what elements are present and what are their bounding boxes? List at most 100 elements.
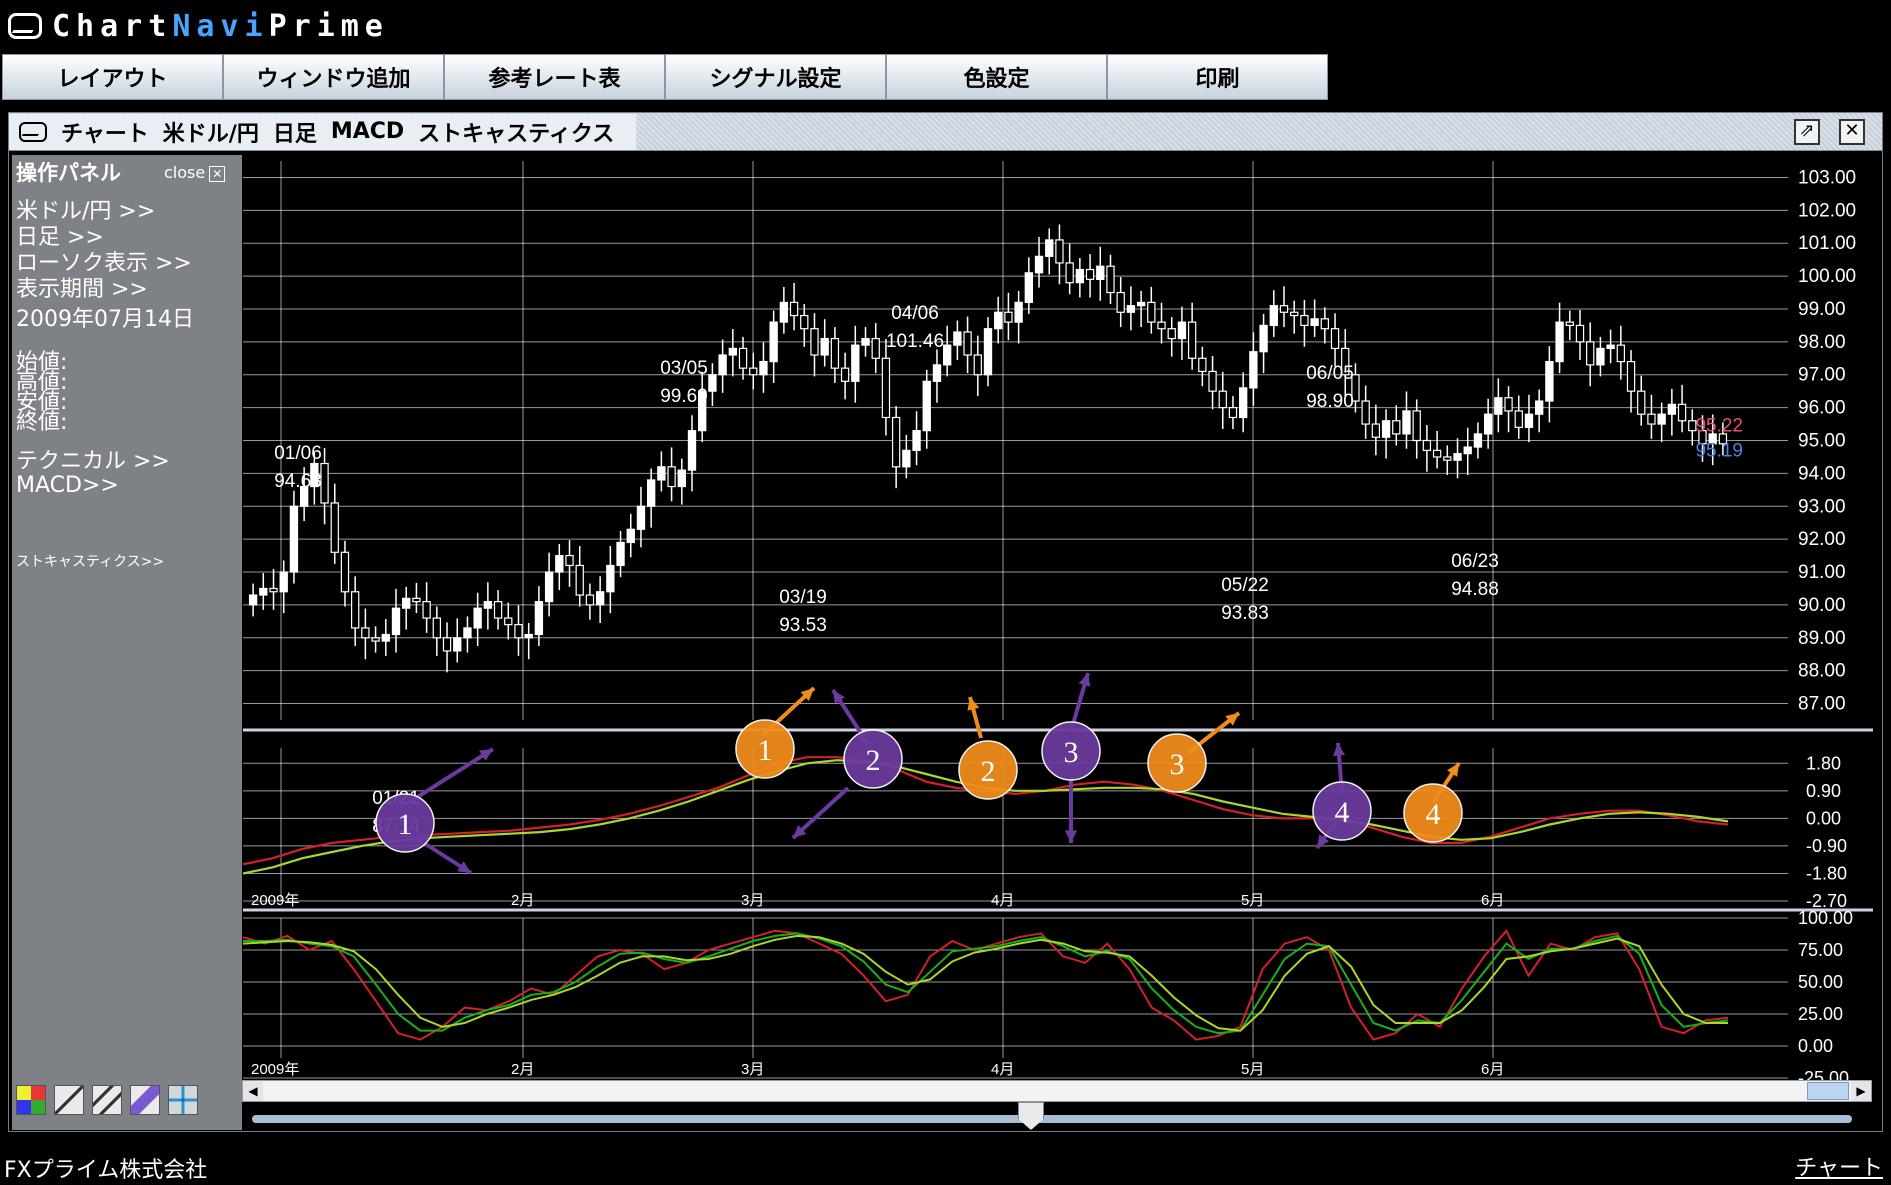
bullish-candle [534,601,544,636]
bullish-candle [1259,324,1268,353]
color-settings-button[interactable]: 色設定 [886,54,1107,100]
print-button[interactable]: 印刷 [1107,54,1328,100]
bearish-candle [585,594,595,606]
scroll-right-icon[interactable]: ▶ [1851,1081,1871,1101]
bearish-candle [1412,410,1421,442]
bearish-candle [810,328,819,356]
line-tool-icon[interactable] [54,1085,84,1115]
bullish-candle [922,380,931,432]
bearish-candle [1187,321,1197,359]
stoch-x-tick-label: 6月 [1481,1061,1504,1078]
bearish-candle [667,466,676,488]
stochastics-selector[interactable]: ストキャスティクス>> [16,554,165,570]
pair-selector[interactable]: 米ドル/円 >> [16,199,156,224]
bearish-candle [1208,370,1217,392]
bullish-candle [1177,321,1187,340]
bearish-candle [1392,420,1401,435]
orange-marker-1 [735,719,795,779]
bearish-candle [1279,305,1289,313]
annotation-date: 05/22 [1221,575,1269,596]
title-macd: MACD [330,119,405,144]
marker-arrow-head [967,697,980,711]
bearish-candle [1157,321,1166,330]
color-palette-icon[interactable] [16,1085,46,1115]
bullish-candle [718,354,727,376]
layout-button[interactable]: レイアウト [2,54,223,100]
bearish-candle [504,617,513,626]
bullish-candle [1555,321,1564,363]
bullish-candle [687,430,697,471]
bearish-candle [442,637,452,652]
price-tick-label: 90.00 [1798,595,1846,616]
bullish-candle [647,479,656,507]
scroll-thumb[interactable] [1807,1082,1849,1100]
bearish-candle [871,337,880,359]
chart-style-selector[interactable]: ローソク表示 >> [16,251,192,276]
horizontal-scrollbar[interactable]: ◀ ▶ [242,1080,1872,1102]
bearish-candle [1371,423,1381,438]
purple-marker-1-label: 1 [398,808,413,841]
macd-selector[interactable]: MACD>> [16,473,119,498]
bearish-candle [412,597,421,603]
signal-settings-button[interactable]: シグナル設定 [665,54,886,100]
bearish-candle [361,627,370,639]
bullish-candle [463,627,472,639]
panel-title: 操作パネル [16,161,121,185]
app-logo: ChartNaviPrime [52,9,389,44]
logo-prime: Prime [268,8,389,44]
bearish-candle [738,347,748,369]
panel-close-button[interactable]: close ✕ [164,163,226,182]
bullish-candle [1596,347,1605,366]
purple-marker-3 [1041,721,1101,781]
technical-selector[interactable]: テクニカル >> [16,449,170,474]
eraser-tool-icon[interactable] [130,1085,160,1115]
macd-tick-label: 0.00 [1806,808,1841,828]
bullish-candle [289,505,299,573]
bullish-candle [524,633,533,639]
reference-rate-button[interactable]: 参考レート表 [444,54,665,100]
bearish-candle [1504,397,1513,412]
macd-x-tick-label: 2月 [511,892,534,909]
add-window-button[interactable]: ウィンドウ追加 [223,54,444,100]
marker-arrow-head [793,825,807,838]
orange-marker-2 [958,740,1018,800]
purple-marker-4 [1312,781,1372,841]
macd-x-tick-label: 5月 [1241,892,1264,909]
macd-x-tick-label: 3月 [741,892,764,909]
bullish-candle [1045,239,1054,257]
marker-arrow-head [457,861,471,873]
parallel-line-tool-icon[interactable] [92,1085,122,1115]
zoom-slider-track[interactable] [252,1115,1852,1123]
scroll-left-icon[interactable]: ◀ [243,1081,263,1101]
bullish-candle [728,347,737,356]
period-selector[interactable]: 表示期間 >> [16,277,148,302]
panel-close-label: close [164,163,206,182]
close-label: 終値: [16,410,68,435]
timeframe-selector[interactable]: 日足 >> [16,225,104,250]
bullish-candle [708,374,717,392]
bullish-candle [483,601,493,609]
crosshair-tool-icon[interactable] [168,1085,198,1115]
bullish-candle [1238,387,1248,419]
annotation-value: 93.83 [1221,603,1269,624]
bearish-candle [840,367,850,382]
chart-window: チャート 米ドル/円 日足 MACD ストキャスティクス ⇗ ✕ 操作パネル c… [8,112,1883,1132]
bearish-candle [1677,403,1687,422]
purple-marker-1 [375,793,435,853]
bullish-candle [1075,268,1085,284]
bullish-candle [279,571,288,593]
macd-tick-label: -2.70 [1806,891,1847,911]
annotation-date: 06/23 [1451,551,1499,572]
bearish-candle [881,357,891,419]
popout-icon[interactable]: ⇗ [1794,119,1820,145]
chart-footer-link[interactable]: チャート [1795,1156,1883,1181]
marker-arrow-head [800,688,814,702]
bullish-candle [1494,397,1503,415]
bullish-candle [1014,301,1023,323]
close-icon[interactable]: ✕ [1839,119,1865,145]
bullish-candle [1483,413,1493,435]
bullish-candle [994,311,1003,330]
stoch-tick-label: -25.00 [1798,1068,1849,1083]
chart-area[interactable]: 103.00 102.00 101.00 100.00 99.00 98.00 97.00 9… [243,153,1873,1083]
